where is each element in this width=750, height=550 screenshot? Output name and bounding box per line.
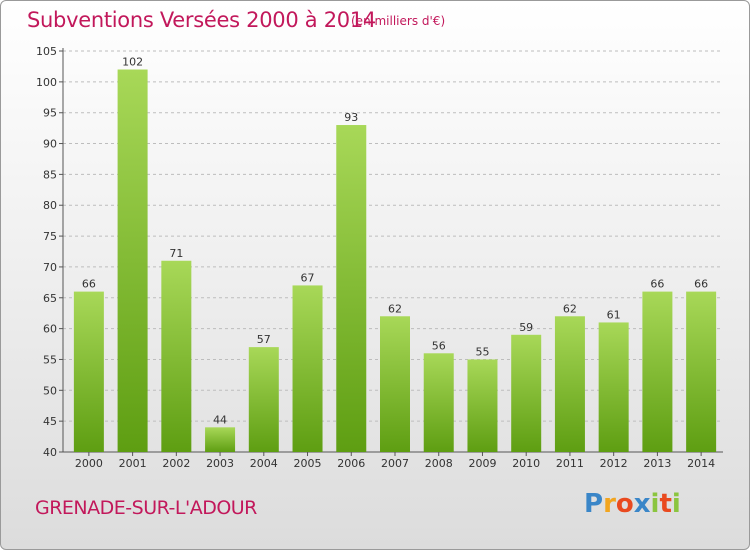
logo-letter: t xyxy=(659,489,672,519)
bars xyxy=(73,69,717,453)
y-tick-label: 95 xyxy=(43,107,57,120)
data-label: 61 xyxy=(607,308,621,321)
data-label: 55 xyxy=(475,345,489,358)
x-tick-label: 2002 xyxy=(162,457,190,470)
bar xyxy=(248,347,279,452)
bar xyxy=(511,334,542,452)
x-tick-label: 2006 xyxy=(337,457,365,470)
bar xyxy=(73,291,104,452)
data-label: 56 xyxy=(432,339,446,352)
y-tick-label: 65 xyxy=(43,292,57,305)
data-label: 93 xyxy=(344,111,358,124)
bar xyxy=(117,69,148,452)
data-label: 66 xyxy=(650,278,664,291)
y-tick-label: 80 xyxy=(43,199,57,212)
x-tick-label: 2000 xyxy=(75,457,103,470)
chart-title: Subventions Versées 2000 à 2014 xyxy=(27,8,376,32)
logo-letter: P xyxy=(584,489,604,519)
logo-letter: r xyxy=(603,489,616,519)
bar xyxy=(336,125,367,453)
bar xyxy=(598,322,629,452)
x-tick-label: 2003 xyxy=(206,457,234,470)
x-tick-label: 2001 xyxy=(119,457,147,470)
y-tick-label: 40 xyxy=(43,446,57,459)
data-label: 71 xyxy=(169,247,183,260)
logo-letter: i xyxy=(650,489,660,519)
bar xyxy=(292,285,323,452)
y-tick-labels: 40 45 50 55 60 65 70 75 80 85 90 95 100 105 xyxy=(36,45,57,459)
data-label: 44 xyxy=(213,413,227,426)
x-tick-label: 2013 xyxy=(643,457,671,470)
y-tick-label: 55 xyxy=(43,353,57,366)
bar xyxy=(642,291,673,452)
y-tick-label: 105 xyxy=(36,45,57,58)
data-label: 62 xyxy=(388,302,402,315)
y-tick-label: 85 xyxy=(43,168,57,181)
proxiti-logo: Proxiti xyxy=(584,489,681,519)
bar xyxy=(205,427,236,452)
y-tick-label: 50 xyxy=(43,384,57,397)
x-tick-label: 2004 xyxy=(250,457,278,470)
data-label: 102 xyxy=(122,56,143,69)
x-tick-labels: 2000 2001 2002 2003 2004 2005 2006 2007 2008 2009… xyxy=(75,452,715,470)
y-tick-label: 70 xyxy=(43,261,57,274)
bar xyxy=(161,260,192,452)
data-labels: 66 102 71 44 57 67 93 62 56 55 59 62 61 66 66 xyxy=(82,56,708,427)
x-tick-label: 2014 xyxy=(687,457,715,470)
x-tick-label: 2010 xyxy=(512,457,540,470)
y-tick-label: 45 xyxy=(43,415,57,428)
bar xyxy=(380,316,410,452)
bar xyxy=(423,353,454,452)
data-label: 66 xyxy=(82,278,96,291)
x-tick-label: 2007 xyxy=(381,457,409,470)
x-tick-label: 2011 xyxy=(556,457,584,470)
y-tick-label: 90 xyxy=(43,138,57,151)
logo-letter: o xyxy=(615,489,634,519)
data-label: 66 xyxy=(694,278,708,291)
logo-letter: i xyxy=(671,489,681,519)
logo-letter: x xyxy=(633,489,651,519)
bar xyxy=(467,359,498,452)
bar xyxy=(686,291,717,452)
x-tick-label: 2012 xyxy=(600,457,628,470)
unit-note: (en milliers d'€) xyxy=(351,14,446,28)
y-tick-label: 60 xyxy=(43,323,57,336)
y-tick-label: 75 xyxy=(43,230,57,243)
data-label: 62 xyxy=(563,302,577,315)
bar xyxy=(554,316,585,452)
data-label: 67 xyxy=(301,271,315,284)
x-tick-label: 2005 xyxy=(294,457,322,470)
place-name: GRENADE-SUR-L'ADOUR xyxy=(35,497,257,519)
x-tick-label: 2008 xyxy=(425,457,453,470)
data-label: 59 xyxy=(519,321,533,334)
x-tick-label: 2009 xyxy=(468,457,496,470)
data-label: 57 xyxy=(257,333,271,346)
y-tick-label: 100 xyxy=(36,76,57,89)
